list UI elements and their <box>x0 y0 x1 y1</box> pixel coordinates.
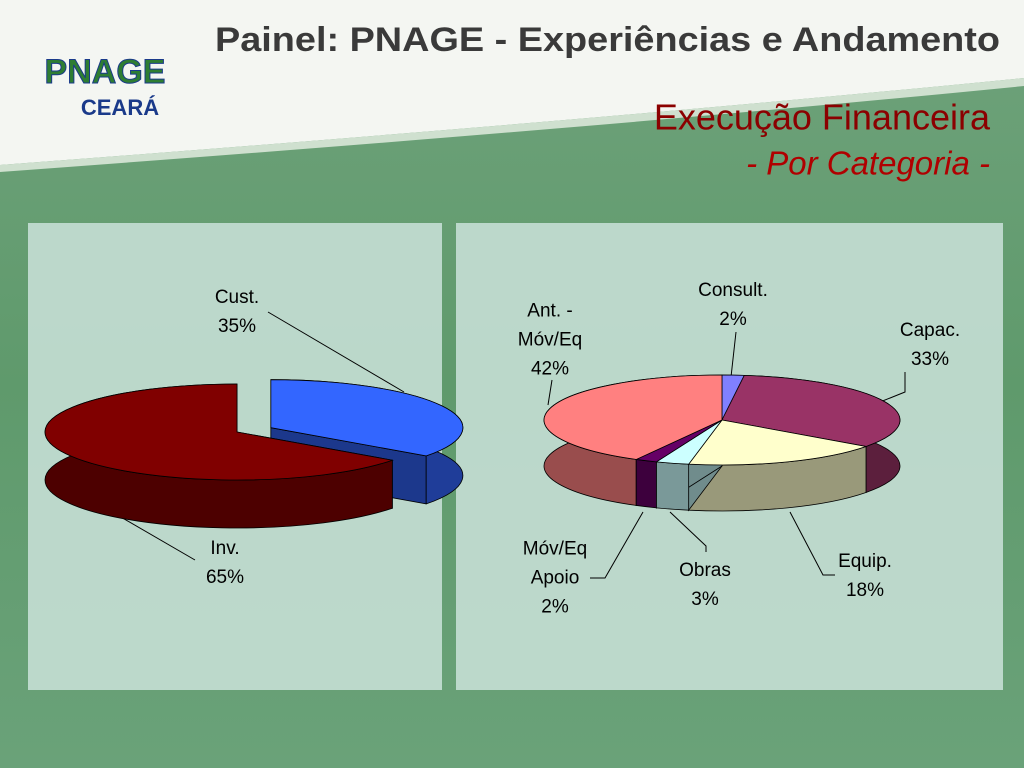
category-label: Inv. <box>210 538 240 559</box>
slice-label: Cust. 35% <box>192 283 282 341</box>
slice <box>270 379 464 457</box>
value-label: 2% <box>719 309 747 330</box>
slice <box>44 383 394 481</box>
category-label: Móv/Eq Apoio <box>522 538 588 589</box>
header-edge <box>0 78 1024 172</box>
slice-label: Ant. - Móv/Eq 42% <box>510 297 590 384</box>
value-label: 33% <box>910 349 950 370</box>
slice <box>721 374 901 447</box>
category-label: Cust. <box>214 287 260 308</box>
slice-label: Equip. 18% <box>815 547 915 605</box>
value-label: 2% <box>541 596 569 618</box>
slice-label: Capac. 33% <box>875 316 985 374</box>
category-label: Ant. - Móv/Eq <box>517 300 583 351</box>
category-label: Capac. <box>899 320 961 341</box>
category-label: Obras <box>679 560 731 581</box>
logo: PNAGE <box>45 53 166 91</box>
slice <box>687 419 868 466</box>
value-label: 18% <box>845 580 885 601</box>
value-label: 3% <box>691 589 719 610</box>
category-label: Equip. <box>838 551 892 572</box>
slice-label: Consult. 2% <box>678 276 788 334</box>
slice-side <box>635 458 657 509</box>
value-label: 35% <box>217 316 257 337</box>
slice-label: Móv/Eq Apoio 2% <box>515 535 595 622</box>
title: Execução Financeira <box>654 97 991 138</box>
slice <box>543 374 723 460</box>
leader-lines <box>87 311 906 579</box>
slice-label: Obras 3% <box>660 556 750 614</box>
header-band <box>0 0 1024 165</box>
slice-side <box>656 461 690 511</box>
value-label: 65% <box>205 567 245 588</box>
logo-sub: CEARÁ <box>81 95 159 120</box>
category-label: Consult. <box>698 280 768 301</box>
subtitle: - Por Categoria - <box>746 145 990 182</box>
banner: Painel: PNAGE - Experiências e Andamento <box>215 21 1000 59</box>
value-label: 42% <box>530 358 570 380</box>
slice-label: Inv. 65% <box>180 534 270 592</box>
